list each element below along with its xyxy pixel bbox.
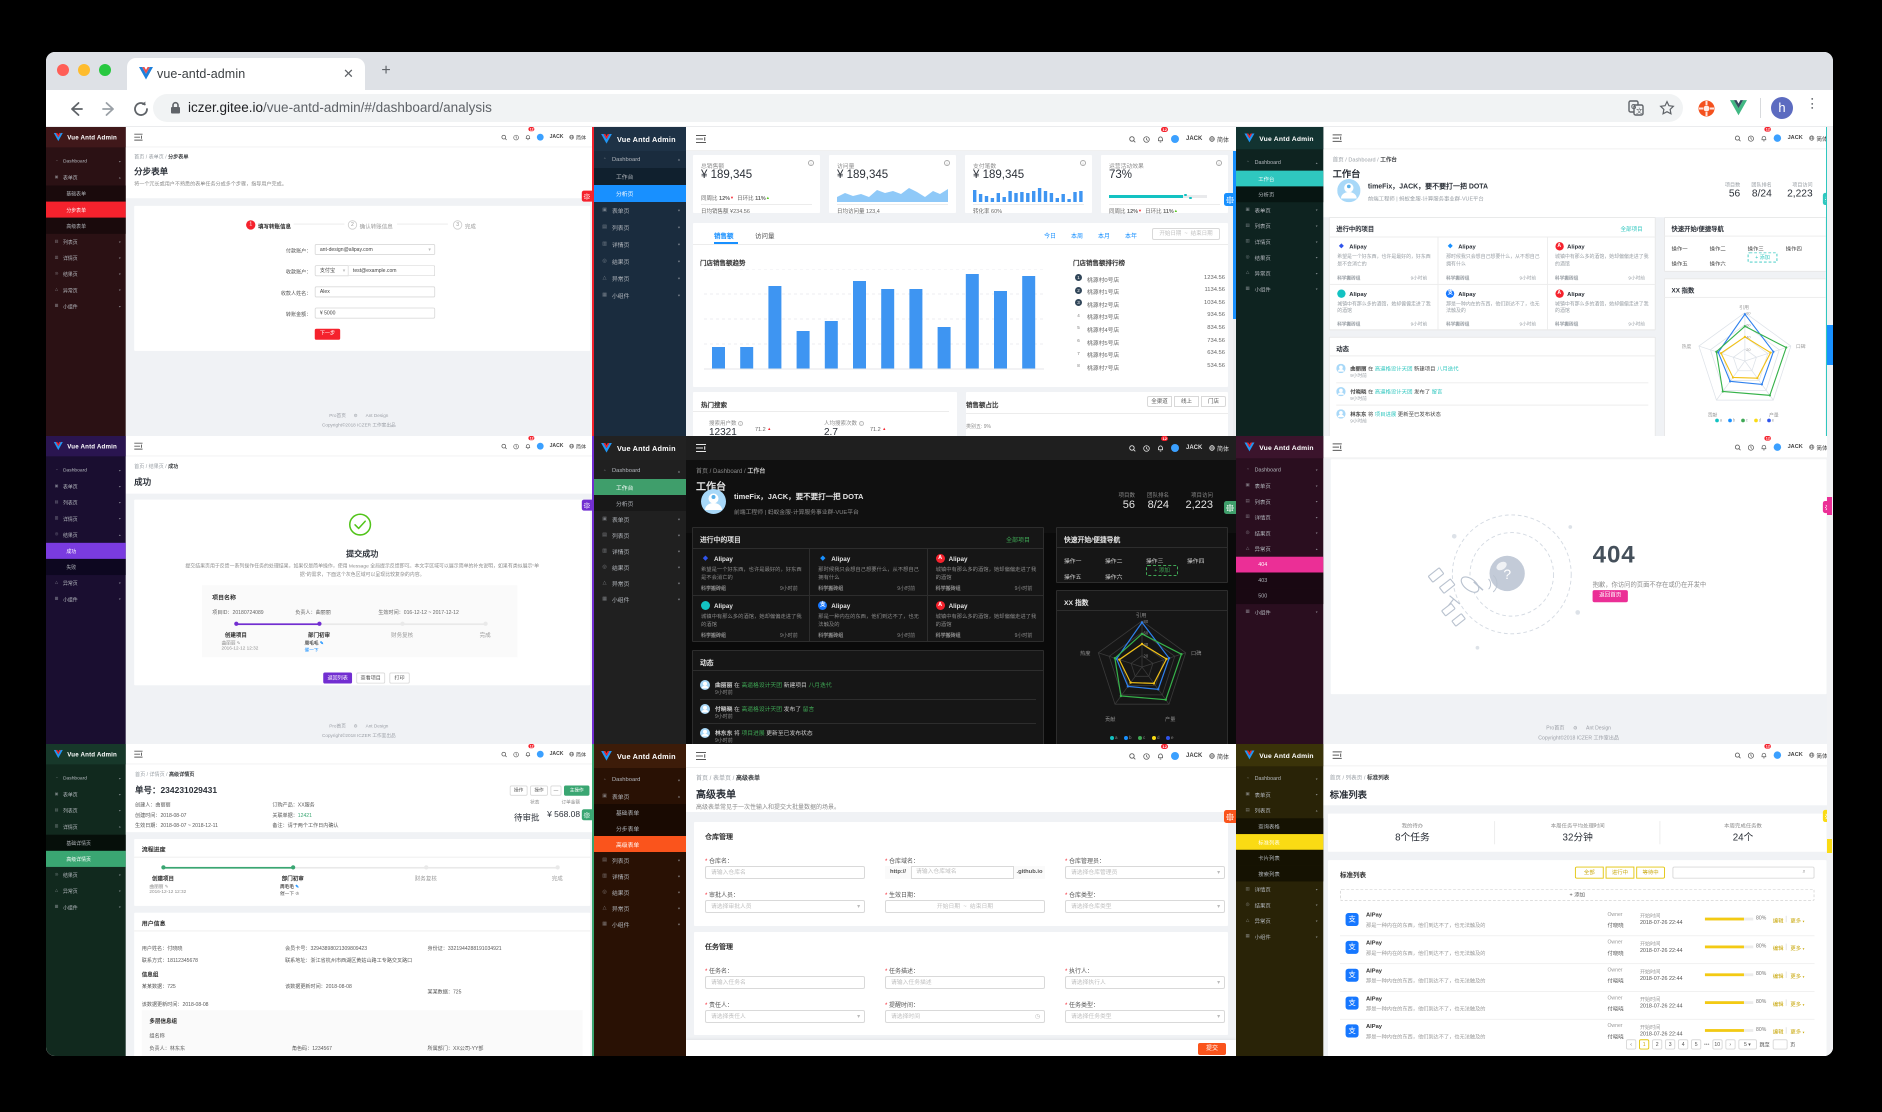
svg-text:?: ? [1503, 566, 1511, 582]
svg-text:G: G [1631, 104, 1637, 111]
svg-text:20: 20 [1144, 654, 1149, 659]
svg-text:口碑: 口碑 [1191, 649, 1201, 657]
svg-text:60: 60 [1746, 323, 1751, 328]
svg-text:80: 80 [1746, 311, 1751, 316]
svg-text:贡献: 贡献 [1105, 715, 1115, 723]
svg-text:引用: 引用 [1136, 611, 1146, 619]
svg-text:产量: 产量 [1165, 715, 1175, 723]
svg-text:80: 80 [1144, 619, 1149, 624]
svg-text:文: 文 [1636, 106, 1643, 115]
svg-text:40: 40 [1746, 335, 1751, 340]
svg-text:产量: 产量 [1769, 412, 1779, 419]
svg-text:40: 40 [1144, 642, 1149, 647]
svg-text:20: 20 [1746, 347, 1751, 352]
svg-text:热度: 热度 [1080, 649, 1090, 657]
svg-text:引用: 引用 [1739, 304, 1749, 311]
svg-text:60: 60 [1144, 631, 1149, 636]
svg-text:口碑: 口碑 [1796, 343, 1806, 350]
svg-text:贡献: 贡献 [1708, 412, 1718, 419]
svg-text:热度: 热度 [1682, 343, 1692, 350]
